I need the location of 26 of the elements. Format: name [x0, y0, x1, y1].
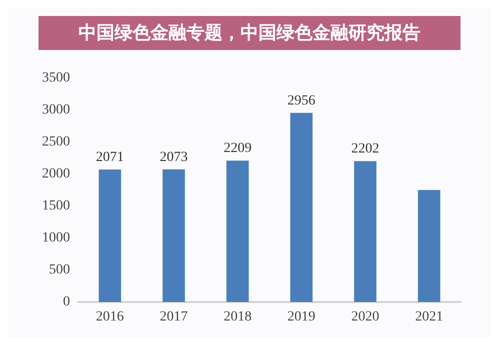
y-tick-label: 2000 — [42, 166, 70, 182]
data-label: 2202 — [351, 142, 380, 157]
y-tick-label: 3000 — [42, 102, 70, 118]
bar — [98, 169, 122, 302]
data-label: 2073 — [160, 150, 188, 165]
x-tick-label: 2021 — [415, 310, 444, 324]
bar — [226, 160, 249, 302]
bar — [354, 161, 376, 302]
chart-title: 中国绿色金融专题，中国绿色金融研究报告 — [78, 22, 420, 44]
x-tick-label: 2020 — [351, 310, 380, 324]
x-tick-label: 2018 — [224, 310, 252, 324]
bar — [418, 190, 440, 302]
y-tick-label: 2500 — [42, 134, 70, 150]
bar — [290, 112, 313, 302]
y-tick-label: 0 — [63, 294, 70, 310]
data-label: 2209 — [224, 141, 252, 156]
y-tick-label: 1500 — [42, 198, 70, 214]
y-tick-label: 3500 — [42, 70, 70, 86]
data-label: 2956 — [287, 93, 316, 108]
data-label: 2071 — [96, 150, 124, 165]
x-tick-label: 2017 — [160, 310, 188, 324]
y-tick-label: 1000 — [42, 230, 70, 246]
y-tick-label: 500 — [49, 262, 70, 278]
bar — [162, 169, 185, 302]
x-tick-label: 2016 — [96, 310, 124, 324]
x-tick-label: 2019 — [287, 310, 316, 324]
